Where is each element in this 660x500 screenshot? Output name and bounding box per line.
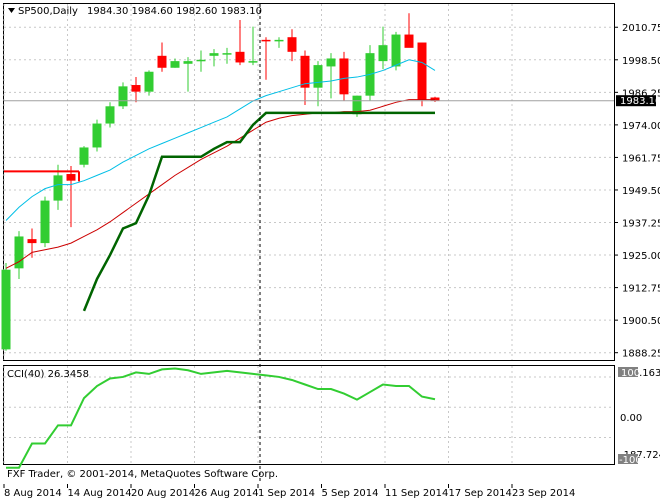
candle-bull: [274, 39, 284, 42]
cci-level-tag-lower: -100: [619, 455, 642, 466]
candle-bull: [222, 53, 232, 55]
candle-bull: [144, 71, 154, 92]
current-price-tag: 1983.10: [616, 95, 660, 107]
cci-plot-frame: [3, 365, 615, 465]
candle-bull: [378, 45, 388, 62]
price-tick-label: 1974.00: [622, 121, 660, 132]
time-tick-label: 1 Sep 2014: [258, 488, 315, 499]
chart-symbol: SP500,Daily: [18, 6, 78, 17]
overlays: [4, 59, 614, 312]
time-tick-label: 23 Sep 2014: [512, 488, 575, 499]
cci-level-tag-upper: 100: [621, 368, 640, 379]
chart-ohlc: 1984.30 1984.60 1982.60 1983.10: [87, 6, 262, 17]
candle-bull: [1, 269, 11, 350]
time-tick-label: 20 Aug 2014: [131, 488, 195, 499]
price-tick-label: 2010.75: [622, 23, 660, 34]
candle-bear: [430, 97, 440, 101]
cci-axis-bottom: -187.7240: [620, 450, 660, 461]
svg-text:1983.10: 1983.10: [620, 96, 660, 107]
time-tick-label: 8 Aug 2014: [4, 488, 62, 499]
time-tick-label: 5 Sep 2014: [322, 488, 379, 499]
candle-bull: [92, 123, 102, 148]
time-tick-label: 14 Aug 2014: [68, 488, 132, 499]
price-tick-label: 1986.25: [622, 88, 660, 99]
price-axis: 2010.75 1998.50 1986.25 1974.00 1961.75 1949.…: [614, 23, 660, 360]
candle-bull: [313, 65, 323, 88]
candle-bull: [14, 236, 24, 269]
price-tick-label: 1998.50: [622, 56, 660, 67]
price-tick-label: 1888.25: [622, 349, 660, 360]
candle-bull: [118, 86, 128, 107]
candle-bear: [235, 51, 245, 63]
time-axis: 8 Aug 2014 14 Aug 2014 20 Aug 2014 26 Aug 2…: [3, 484, 575, 499]
watermark: FXF Trader, © 2001-2014, MetaQuotes Soft…: [7, 469, 278, 480]
candle-bear: [261, 39, 271, 42]
price-tick-label: 1912.75: [622, 284, 660, 295]
cci-line: [6, 367, 436, 469]
cci-axis-top: 136.1636: [620, 368, 660, 379]
dropdown-triangle-icon[interactable]: [8, 8, 15, 13]
candle-bull: [352, 95, 362, 115]
price-tick-label: 1949.50: [622, 186, 660, 197]
candle-bear: [404, 34, 414, 48]
cci-axis: 136.1636 0.00 -187.7240 100 -100: [618, 367, 660, 466]
time-tick-label: 11 Sep 2014: [385, 488, 448, 499]
candle-bear: [66, 174, 76, 181]
candle-bear: [339, 58, 349, 95]
candle-bear: [27, 239, 37, 244]
time-tick-label: 26 Aug 2014: [195, 488, 259, 499]
candle-bear: [417, 42, 427, 100]
candle-bull: [40, 200, 50, 244]
candle-bull: [183, 61, 193, 64]
candle-bear: [300, 55, 310, 88]
sma-fast-line: [5, 59, 436, 221]
cci-label: CCI(40) 26.3458: [7, 369, 89, 380]
candle-bull: [248, 61, 258, 63]
candle-bull: [391, 34, 401, 67]
price-tick-label: 1937.25: [622, 219, 660, 230]
candle-bull: [53, 175, 63, 201]
cci-levels: [4, 376, 614, 438]
step-trend-line: [82, 111, 435, 312]
cci-series: [6, 367, 436, 469]
candle-bear: [157, 55, 167, 68]
cci-axis-zero: 0.00: [620, 413, 642, 424]
price-tick-label: 1925.00: [622, 251, 660, 262]
candle-bull: [105, 106, 115, 124]
price-tick-label: 1961.75: [622, 153, 660, 164]
price-tick-label: 1900.50: [622, 316, 660, 327]
candle-bull: [326, 58, 336, 67]
candle-bull: [170, 61, 180, 68]
candle-bull: [79, 147, 89, 165]
time-tick-label: 17 Sep 2014: [449, 488, 512, 499]
candle-bull: [196, 59, 206, 62]
candle-bear: [131, 85, 141, 92]
candle-bull: [209, 53, 219, 56]
sma-slow-line: [5, 99, 435, 269]
candle-bear: [287, 37, 297, 52]
